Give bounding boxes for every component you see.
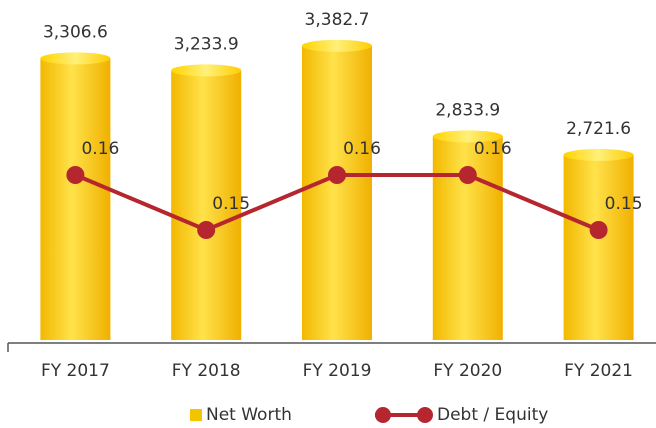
bar [171, 70, 242, 341]
bar-cap [432, 130, 503, 143]
x-tick-label: FY 2019 [303, 361, 372, 381]
bar-value-label: 3,233.9 [174, 34, 239, 54]
bar-cap [563, 148, 634, 161]
line-value-label: 0.15 [605, 194, 643, 214]
line-point [458, 166, 477, 184]
bar [40, 58, 111, 340]
legend-label: Debt / Equity [437, 405, 548, 425]
legend-swatch [190, 409, 202, 421]
legend-point [375, 407, 391, 423]
legend-label: Net Worth [206, 405, 292, 425]
bar-cap [171, 64, 242, 77]
line-value-label: 0.16 [343, 139, 381, 159]
line-value-label: 0.16 [474, 139, 512, 159]
bar-value-label: 2,721.6 [566, 119, 631, 139]
line-value-label: 0.16 [81, 139, 119, 159]
bar-cap [302, 39, 372, 52]
x-tick-label: FY 2017 [41, 361, 110, 381]
line-value-label: 0.15 [212, 194, 250, 214]
bar-cap [40, 52, 111, 65]
line-point [328, 166, 346, 184]
line-point [66, 166, 85, 184]
bar [563, 154, 634, 340]
bar-value-label: 2,833.9 [435, 100, 500, 120]
line-point [589, 221, 608, 239]
legend-point [417, 407, 433, 423]
bar-value-label: 3,306.6 [43, 22, 108, 42]
bar [302, 45, 372, 341]
x-tick-label: FY 2018 [172, 361, 241, 381]
bar-value-label: 3,382.7 [305, 10, 370, 30]
x-tick-label: FY 2021 [564, 361, 633, 381]
line-point [197, 221, 216, 239]
x-tick-label: FY 2020 [433, 361, 502, 381]
